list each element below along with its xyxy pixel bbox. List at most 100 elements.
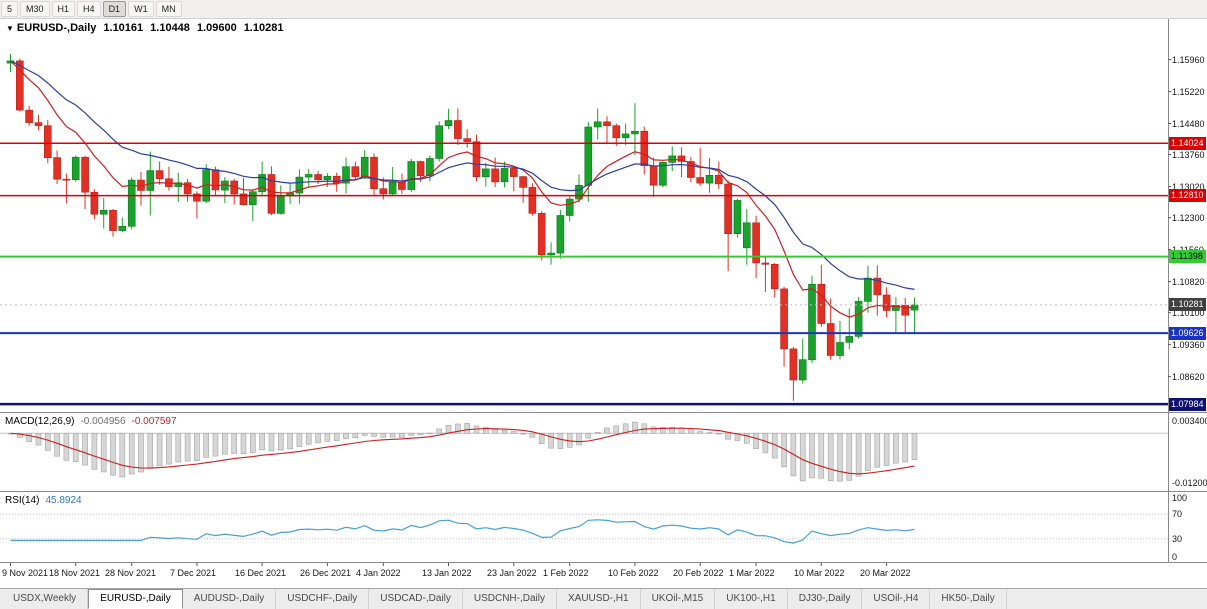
macd-histogram-bar xyxy=(725,432,731,440)
candle-body xyxy=(351,166,360,177)
price-level-badge: 1.14024 xyxy=(1169,137,1206,150)
candle-body xyxy=(109,210,117,231)
candle-body xyxy=(649,165,658,186)
chart-tab-usoil-h4[interactable]: USOil-,H4 xyxy=(862,589,931,609)
macd-histogram-bar xyxy=(622,423,629,434)
macd-histogram-bar xyxy=(613,425,620,434)
moving-average-line-21[interactable] xyxy=(10,60,915,290)
macd-histogram-bar xyxy=(455,423,461,434)
candle-body xyxy=(314,174,322,180)
macd-histogram-bar xyxy=(44,432,51,451)
date-axis-label: 20 Mar 2022 xyxy=(860,568,911,578)
candle-body xyxy=(575,185,583,200)
macd-histogram-bar xyxy=(212,432,219,457)
macd-signal-line[interactable] xyxy=(10,427,915,475)
ohlc-close-value: 1.10281 xyxy=(243,22,284,34)
collapse-arrow-icon[interactable]: ▼ xyxy=(6,24,14,33)
date-axis-label: 10 Feb 2022 xyxy=(608,568,659,578)
macd-histogram-bar xyxy=(54,432,60,457)
macd-histogram-bar xyxy=(138,432,144,473)
timeframe-button-d1[interactable]: D1 xyxy=(102,1,127,17)
candle-body xyxy=(631,131,639,135)
candle-body xyxy=(276,195,285,214)
candle-body xyxy=(454,120,462,139)
macd-histogram-bar xyxy=(529,432,536,438)
chart-tab-xauusd-h1[interactable]: XAUUSD-,H1 xyxy=(557,589,641,609)
price-axis-label: 1.15220 xyxy=(1172,87,1205,97)
candle-body xyxy=(854,301,863,337)
timeframe-button-h4[interactable]: H4 xyxy=(77,1,101,17)
macd-histogram-bar xyxy=(557,432,564,449)
macd-histogram-bar xyxy=(147,432,154,469)
price-axis-label: 1.10820 xyxy=(1172,277,1205,287)
timeframe-button-h1[interactable]: H1 xyxy=(51,1,76,17)
price-level-badge: 1.11398 xyxy=(1169,250,1206,263)
macd-histogram-bar xyxy=(911,432,918,461)
price-axis-label: 1.09360 xyxy=(1172,340,1205,350)
macd-histogram-bar xyxy=(501,429,508,434)
macd-histogram-bar xyxy=(482,427,489,434)
timeframe-button-w1[interactable]: W1 xyxy=(128,1,154,17)
rsi-line[interactable] xyxy=(10,519,915,544)
moving-average-line-10[interactable] xyxy=(10,60,915,318)
macd-histogram-bar xyxy=(855,432,862,477)
macd-histogram-bar xyxy=(203,432,209,458)
macd-histogram-bar xyxy=(91,432,98,470)
chart-tab-hk50-daily[interactable]: HK50-,Daily xyxy=(930,589,1007,609)
chart-tab-dj30-daily[interactable]: DJ30-,Daily xyxy=(788,589,863,609)
current-price-badge: 1.10281 xyxy=(1169,298,1206,311)
price-level-badge: 1.07984 xyxy=(1169,398,1206,411)
chart-tab-usdcad-daily[interactable]: USDCAD-,Daily xyxy=(369,589,463,609)
candle-body xyxy=(249,191,257,205)
macd-histogram-bar xyxy=(427,432,433,435)
candle-body xyxy=(714,175,723,185)
candle-body xyxy=(332,175,341,184)
timeframe-button-5[interactable]: 5 xyxy=(1,1,19,17)
price-axis-label: 1.10100 xyxy=(1172,308,1205,318)
macd-histogram-bar xyxy=(35,432,42,446)
candle-body xyxy=(388,181,397,195)
candle-body xyxy=(295,176,304,194)
macd-histogram-bar xyxy=(287,432,293,450)
chart-tab-eurusd-daily[interactable]: EURUSD-,Daily xyxy=(88,589,183,609)
candle-body xyxy=(304,174,313,178)
macd-histogram-bar xyxy=(128,432,135,475)
chart-tab-usdx-weekly[interactable]: USDX,Weekly xyxy=(2,589,89,609)
candle-body xyxy=(416,161,425,177)
rsi-title: RSI(14) xyxy=(5,495,40,506)
macd-histogram-bar xyxy=(277,432,284,451)
macd-histogram-bar xyxy=(743,432,750,444)
macd-histogram-bar xyxy=(874,432,881,468)
date-axis-label: 10 Mar 2022 xyxy=(794,568,845,578)
chart-tab-usdchf-daily[interactable]: USDCHF-,Daily xyxy=(276,589,370,609)
macd-histogram-bar xyxy=(119,432,126,478)
macd-histogram-bar xyxy=(632,421,638,434)
chart-tab-bar: USDX,Weekly EURUSD-,Daily AUDUSD-,Daily USD… xyxy=(0,588,1207,609)
candle-body xyxy=(62,178,71,181)
chart-tab-audusd-daily[interactable]: AUDUSD-,Daily xyxy=(183,589,277,609)
timeframe-button-mn[interactable]: MN xyxy=(155,1,182,17)
chart-tab-ukoil-m15[interactable]: UKOil-,M15 xyxy=(641,589,716,609)
candle-body xyxy=(193,193,201,202)
candle-body xyxy=(742,222,751,249)
timeframe-button-m30[interactable]: M30 xyxy=(20,1,50,17)
macd-histogram-bar xyxy=(538,432,545,444)
macd-histogram-bar xyxy=(827,432,834,482)
macd-histogram-bar xyxy=(259,432,265,451)
date-axis-label: 9 Nov 2021 xyxy=(2,568,49,578)
macd-histogram-bar xyxy=(893,432,899,464)
candle-body xyxy=(43,125,52,158)
macd-histogram-bar xyxy=(156,432,163,467)
chart-tab-usdcnh-daily[interactable]: USDCNH-,Daily xyxy=(463,589,557,609)
macd-histogram-bar xyxy=(268,432,275,452)
price-axis-label: 1.13020 xyxy=(1172,182,1205,192)
macd-histogram-bar xyxy=(222,432,228,455)
macd-histogram-bar xyxy=(585,432,592,439)
candle-body xyxy=(873,277,882,296)
chart-tab-uk100-h1[interactable]: UK100-,H1 xyxy=(715,589,788,609)
candle-body xyxy=(25,109,33,123)
candle-body xyxy=(789,348,798,381)
macd-histogram-bar xyxy=(82,432,88,466)
